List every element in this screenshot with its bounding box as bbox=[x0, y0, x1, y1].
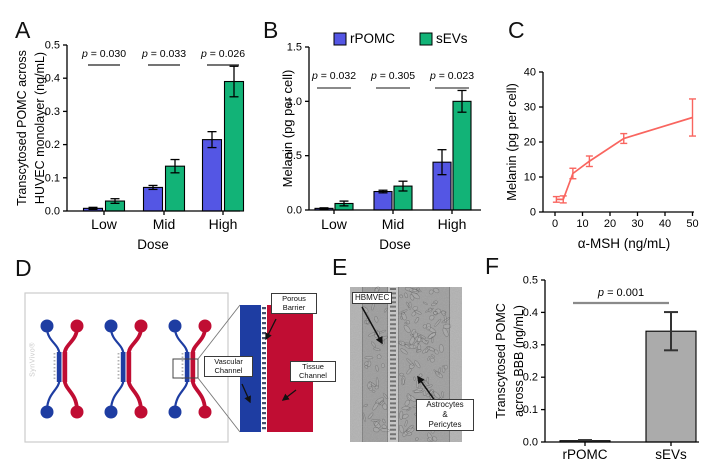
panel-d-letter: D bbox=[15, 255, 32, 281]
svg-text:0.2: 0.2 bbox=[523, 372, 538, 384]
panel-e-micrograph bbox=[350, 286, 462, 442]
svg-text:0.2: 0.2 bbox=[45, 139, 60, 151]
svg-text:0.5: 0.5 bbox=[287, 150, 302, 162]
svg-text:0.3: 0.3 bbox=[45, 106, 60, 118]
svg-text:Dose: Dose bbox=[379, 237, 411, 252]
svg-text:Low: Low bbox=[91, 216, 118, 232]
svg-text:High: High bbox=[209, 216, 238, 232]
svg-text:α-MSH (ng/mL): α-MSH (ng/mL) bbox=[578, 236, 671, 251]
svg-text:0.1: 0.1 bbox=[45, 172, 60, 184]
svg-text:1.0: 1.0 bbox=[287, 96, 302, 108]
porous-barrier-label: Porous Barrier bbox=[271, 293, 317, 314]
svg-text:0.5: 0.5 bbox=[523, 275, 538, 287]
panel-c-letter: C bbox=[508, 17, 525, 43]
svg-text:30: 30 bbox=[524, 102, 536, 114]
panel-a-bar-chart: Low p = 0.030 Mid p = 0.033 High p = 0.026 0.0… bbox=[15, 40, 245, 253]
svg-text:0.1: 0.1 bbox=[523, 404, 538, 416]
svg-text:rPOMC: rPOMC bbox=[563, 447, 608, 462]
svg-text:HUVEC monolayer (ng/mL): HUVEC monolayer (ng/mL) bbox=[33, 52, 47, 204]
panel-d-chip-diagram bbox=[24, 292, 313, 443]
svg-text:10: 10 bbox=[576, 218, 588, 230]
svg-text:0: 0 bbox=[530, 207, 536, 219]
panel-b-letter: B bbox=[263, 17, 279, 43]
svg-text:Melanin (pg per cell): Melanin (pg per cell) bbox=[504, 83, 519, 201]
svg-text:p = 0.033: p = 0.033 bbox=[141, 48, 186, 60]
svg-text:0.0: 0.0 bbox=[523, 437, 538, 449]
tissue-channel-label: Tissue Channel bbox=[290, 361, 336, 382]
svg-text:sEVs: sEVs bbox=[655, 447, 687, 462]
vascular-channel-label: Vascular Channel bbox=[204, 356, 253, 377]
chip-brand-watermark: SynVivo® bbox=[29, 342, 37, 377]
svg-text:p = 0.030: p = 0.030 bbox=[81, 48, 126, 60]
svg-text:0.4: 0.4 bbox=[523, 307, 538, 319]
svg-text:rPOMC: rPOMC bbox=[350, 31, 395, 46]
svg-text:Dose: Dose bbox=[137, 237, 169, 252]
svg-text:0.0: 0.0 bbox=[45, 206, 60, 218]
svg-text:0.5: 0.5 bbox=[45, 40, 60, 52]
astrocytes-pericytes-label: Astrocytes & Pericytes bbox=[416, 399, 474, 431]
svg-text:40: 40 bbox=[659, 218, 671, 230]
svg-text:sEVs: sEVs bbox=[436, 31, 468, 46]
svg-text:p = 0.032: p = 0.032 bbox=[311, 70, 356, 82]
panel-b-bar-chart: Low p = 0.032 Mid p = 0.305 High p = 0.023 0.0… bbox=[280, 31, 481, 252]
svg-text:20: 20 bbox=[604, 218, 616, 230]
panel-f-letter: F bbox=[485, 253, 500, 279]
svg-text:p = 0.026: p = 0.026 bbox=[200, 48, 245, 60]
panel-a-letter: A bbox=[15, 17, 31, 43]
svg-text:High: High bbox=[438, 216, 467, 232]
svg-text:p = 0.001: p = 0.001 bbox=[597, 287, 644, 299]
svg-text:Low: Low bbox=[321, 216, 348, 232]
svg-text:0.3: 0.3 bbox=[523, 339, 538, 351]
svg-text:p = 0.305: p = 0.305 bbox=[370, 70, 415, 82]
svg-text:Transcytosed POMC across: Transcytosed POMC across bbox=[15, 50, 29, 206]
svg-text:1.5: 1.5 bbox=[287, 42, 302, 54]
hbmvec-label: HBMVEC bbox=[352, 292, 393, 304]
svg-text:40: 40 bbox=[524, 67, 536, 79]
panel-c-line-chart: 0 10 20 30 40 0 10 20 30 40 50 Melanin (pg per cell… bbox=[504, 67, 699, 252]
svg-text:Transcytosed POMC: Transcytosed POMC bbox=[494, 303, 508, 419]
svg-text:Mid: Mid bbox=[382, 216, 405, 232]
svg-text:50: 50 bbox=[686, 218, 698, 230]
svg-text:20: 20 bbox=[524, 137, 536, 149]
svg-text:10: 10 bbox=[524, 172, 536, 184]
svg-text:0.0: 0.0 bbox=[287, 205, 302, 217]
panel-f-bar-chart: rPOMC sEVs p = 0.001 0.0 0.1 0.2 0.3 0.4 0.5 Tran… bbox=[494, 275, 699, 462]
svg-text:Melanin (pg per cell): Melanin (pg per cell) bbox=[280, 70, 295, 188]
svg-text:p = 0.023: p = 0.023 bbox=[429, 70, 474, 82]
svg-text:0: 0 bbox=[552, 218, 558, 230]
panel-e-letter: E bbox=[332, 254, 348, 280]
svg-text:across BBB (ng/mL): across BBB (ng/mL) bbox=[512, 305, 526, 417]
svg-text:Mid: Mid bbox=[153, 216, 176, 232]
svg-text:0.4: 0.4 bbox=[45, 73, 60, 85]
svg-text:30: 30 bbox=[631, 218, 643, 230]
